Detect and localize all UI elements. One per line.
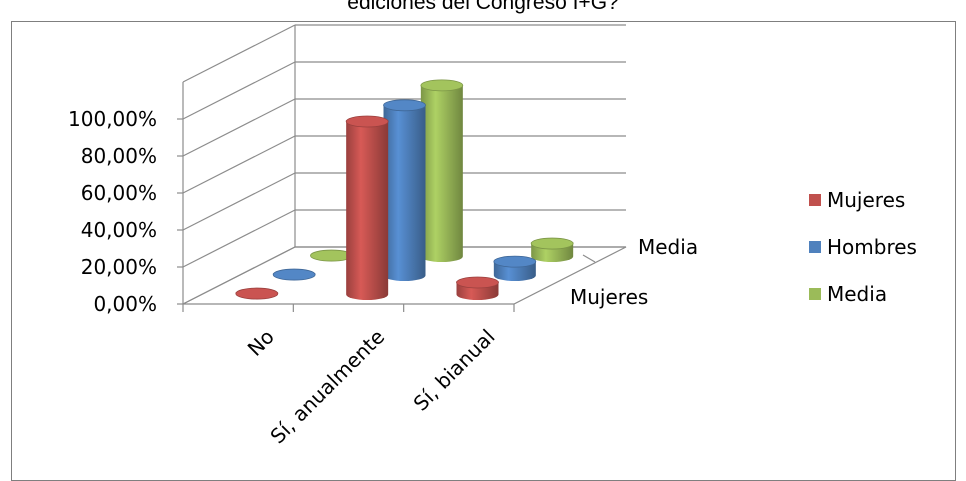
depth-label: Media bbox=[638, 235, 698, 259]
bar-body bbox=[420, 85, 463, 262]
bar-top bbox=[235, 287, 279, 300]
bar-body bbox=[346, 121, 389, 301]
y-tick-label: 80,00% bbox=[81, 144, 157, 168]
bar-top bbox=[383, 99, 426, 112]
y-tick-label: 100,00% bbox=[68, 107, 157, 131]
bar-top bbox=[530, 237, 574, 250]
depth-label: Mujeres bbox=[570, 285, 648, 309]
y-tick-label: 0,00% bbox=[93, 292, 157, 316]
bar-hombres-1 bbox=[383, 99, 426, 281]
side-gridline bbox=[182, 135, 296, 194]
y-tick-label: 40,00% bbox=[81, 218, 157, 242]
legend-swatch bbox=[809, 241, 821, 253]
side-gridline bbox=[182, 209, 296, 268]
bar-mujeres-1 bbox=[345, 115, 389, 301]
y-tick-label: 60,00% bbox=[81, 181, 157, 205]
bar-hombres-0 bbox=[272, 268, 316, 281]
bar-body bbox=[383, 105, 426, 281]
side-gridline bbox=[182, 61, 296, 120]
side-gridline bbox=[182, 98, 296, 157]
bar-top bbox=[272, 268, 316, 281]
y-axis: 0,00% 20,00% 40,00% 60,00% 80,00% 100,00% bbox=[68, 107, 515, 316]
y-tick-label: 20,00% bbox=[81, 255, 157, 279]
bars-layer bbox=[235, 79, 574, 301]
legend-swatch bbox=[809, 194, 821, 206]
legend-label: Mujeres bbox=[827, 188, 905, 212]
category-label: No bbox=[243, 325, 279, 361]
chart-title: ediciones del Congreso I+G? bbox=[347, 0, 619, 14]
bar-media-2 bbox=[530, 237, 574, 262]
bar-hombres-2 bbox=[493, 255, 537, 281]
bar-mujeres-0 bbox=[235, 287, 279, 300]
bar-top bbox=[456, 276, 499, 289]
legend: Mujeres Hombres Media bbox=[809, 188, 917, 306]
legend-swatch bbox=[809, 288, 821, 300]
side-gridline bbox=[182, 172, 296, 231]
bar-media-1 bbox=[420, 79, 464, 262]
bar-top bbox=[420, 79, 464, 92]
bar-top bbox=[493, 255, 537, 268]
bar-mujeres-2 bbox=[456, 276, 499, 300]
chart-canvas: 0,00%20,00%40,00%60,00%80,00%100,00% NoS… bbox=[68, 24, 917, 448]
bar-top bbox=[345, 115, 389, 128]
legend-label: Hombres bbox=[827, 235, 917, 259]
category-label: Sí, anualmente bbox=[265, 325, 389, 449]
legend-label: Media bbox=[827, 282, 887, 306]
category-label: Sí, bianual bbox=[409, 325, 500, 416]
depth-tick bbox=[582, 254, 596, 263]
side-gridline bbox=[182, 24, 296, 83]
